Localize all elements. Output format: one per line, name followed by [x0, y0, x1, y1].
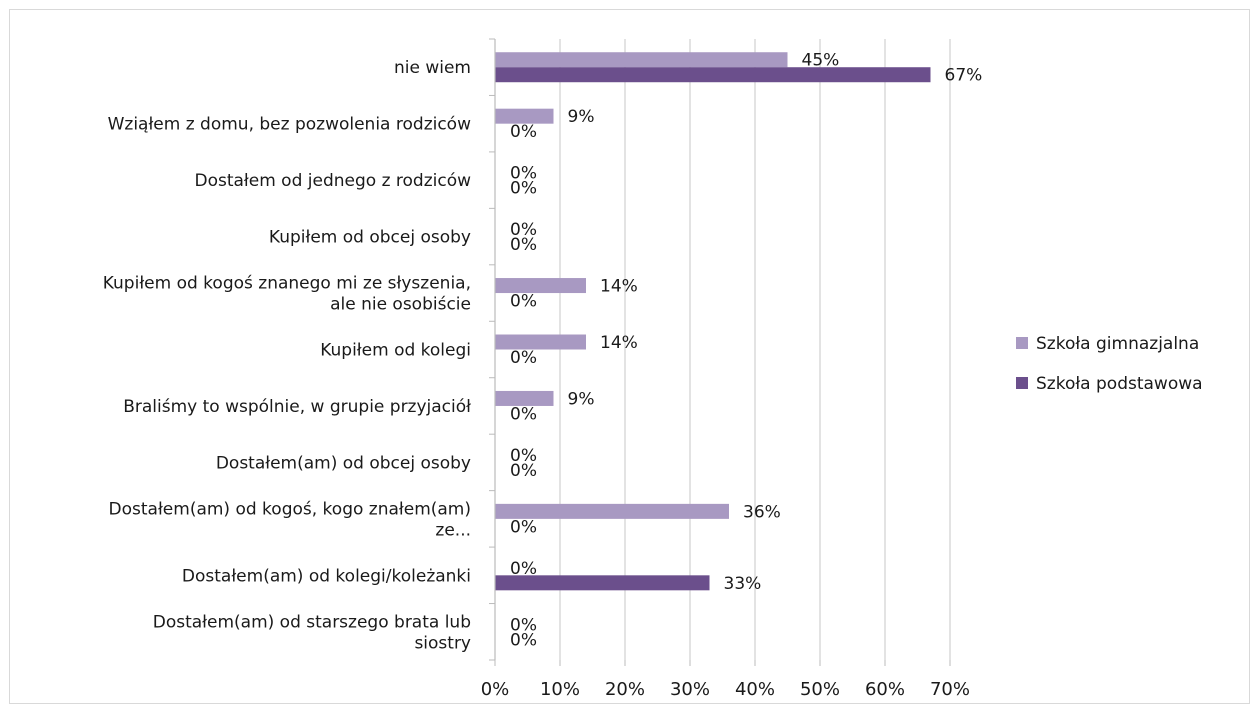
x-tick-label: 40% [735, 679, 775, 700]
data-label: 36% [743, 502, 781, 522]
data-label: 67% [945, 66, 983, 86]
data-label: 0% [510, 517, 537, 537]
x-tick-label: 60% [865, 679, 905, 700]
category-label: Dostałem(am) od starszego brata lub [153, 612, 471, 632]
category-label: nie wiem [394, 58, 471, 78]
bar [495, 108, 554, 124]
data-label: 45% [802, 51, 840, 71]
bar [495, 334, 586, 350]
category-label: Dostałem(am) od kogoś, kogo znałem(am) [109, 499, 471, 519]
data-label: 0% [510, 348, 537, 368]
data-label: 0% [510, 559, 537, 579]
category-label: Braliśmy to wspólnie, w grupie przyjació… [123, 397, 471, 417]
category-label: Kupiłem od obcej osoby [269, 228, 471, 248]
bar [495, 390, 554, 406]
x-tick-label: 70% [930, 679, 970, 700]
category-label: ale nie osobiście [330, 295, 471, 315]
x-tick-label: 20% [605, 679, 645, 700]
data-label: 0% [510, 630, 537, 650]
bar [495, 67, 931, 83]
category-label: Kupiłem od kogoś znanego mi ze słyszenia… [103, 274, 471, 294]
data-label: 14% [600, 333, 638, 353]
data-label: 0% [510, 446, 537, 466]
category-label: Kupiłem od kolegi [320, 341, 471, 361]
x-tick-label: 50% [800, 679, 840, 700]
legend-entry: Szkoła podstawowa [1036, 374, 1203, 394]
data-labels: 45%9%0%0%14%14%9%0%36%0%0%67%0%0%0%0%0%0… [510, 51, 982, 651]
category-labels: nie wiem Wziąłem z domu, bez pozwolenia r… [103, 58, 471, 653]
bar [495, 503, 729, 519]
data-label: 9% [568, 107, 595, 127]
data-label: 0% [510, 220, 537, 240]
legend: Szkoła gimnazjalna Szkoła podstawowa [1016, 334, 1203, 394]
data-label: 0% [510, 615, 537, 635]
category-label: ze... [435, 520, 471, 540]
data-label: 0% [510, 122, 537, 142]
legend-swatch [1016, 337, 1028, 349]
bar [495, 52, 788, 68]
data-label: 0% [510, 404, 537, 424]
bar [495, 575, 710, 591]
data-label: 14% [600, 277, 638, 297]
category-label: Wziąłem z domu, bez pozwolenia rodziców [108, 115, 471, 135]
grid-lines [559, 39, 951, 660]
bars [495, 52, 931, 591]
data-label: 0% [510, 461, 537, 481]
data-label: 0% [510, 179, 537, 199]
category-label: Dostałem(am) od kolegi/koleżanki [182, 566, 471, 586]
data-label: 0% [510, 164, 537, 184]
data-label: 9% [568, 389, 595, 409]
legend-swatch [1016, 377, 1028, 389]
data-label: 0% [510, 292, 537, 312]
category-label: Dostałem(am) od obcej osoby [216, 453, 471, 473]
bar [495, 278, 586, 294]
x-tick-label: 0% [481, 679, 510, 700]
axes: 0% 10% 20% 30% 40% 50% 60% 70% [481, 38, 970, 700]
data-label: 33% [724, 574, 762, 594]
x-tick-label: 30% [670, 679, 710, 700]
chart-border [9, 9, 1250, 704]
category-label: siostry [414, 633, 471, 653]
legend-entry: Szkoła gimnazjalna [1036, 334, 1199, 354]
category-label: Dostałem od jednego z rodziców [194, 171, 471, 191]
data-label: 0% [510, 235, 537, 255]
x-tick-label: 10% [540, 679, 580, 700]
